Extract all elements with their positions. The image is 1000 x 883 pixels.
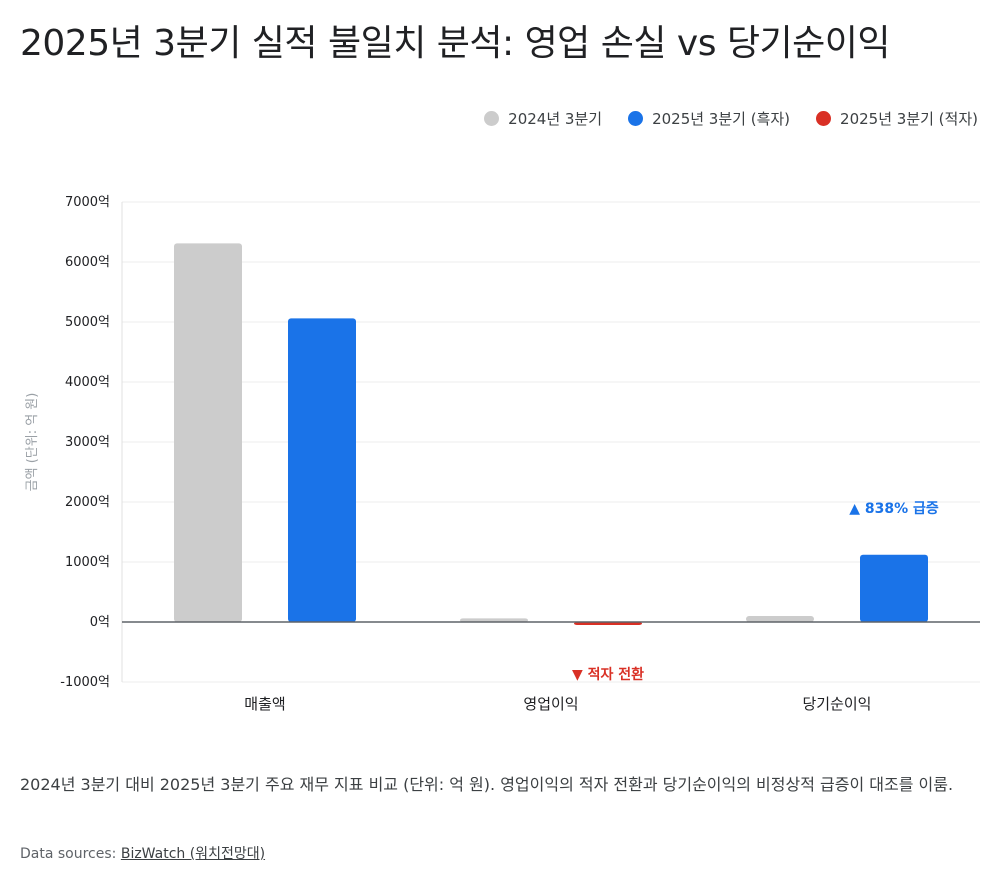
bar-2024-2 — [746, 616, 814, 622]
y-tick-label: 3000억 — [65, 435, 110, 450]
y-tick-label: 1000억 — [65, 555, 110, 570]
sources-prefix: Data sources: — [20, 846, 121, 862]
legend-item-2024: 2024년 3분기 — [484, 108, 602, 129]
legend-swatch-2025-profit — [628, 111, 644, 126]
legend-swatch-2024 — [484, 111, 500, 126]
legend-label-2025-profit: 2025년 3분기 (흑자) — [652, 110, 791, 128]
legend-swatch-2025-loss — [816, 111, 832, 126]
y-tick-label: 7000억 — [65, 195, 110, 210]
bar-2024-1 — [460, 618, 528, 622]
chart-legend: 2024년 3분기 2025년 3분기 (흑자) 2025년 3분기 (적자) — [484, 108, 978, 129]
data-sources: Data sources: BizWatch (워치전망대) — [20, 843, 265, 863]
bar-2025-2 — [860, 554, 928, 622]
bar-2025-0 — [288, 318, 356, 622]
legend-label-2025-loss: 2025년 3분기 (적자) — [840, 110, 978, 128]
bar-2024-0 — [174, 243, 242, 622]
legend-item-2025-profit: 2025년 3분기 (흑자) — [628, 108, 790, 129]
y-tick-label: 6000억 — [65, 255, 110, 270]
y-axis-label: 금액 (단위: 억 원) — [25, 393, 40, 492]
chart-title: 2025년 3분기 실적 불일치 분석: 영업 손실 vs 당기순이익 — [20, 23, 891, 64]
y-tick-label: -1000억 — [60, 675, 110, 690]
y-tick-label: 5000억 — [65, 315, 110, 330]
legend-label-2024: 2024년 3분기 — [508, 110, 603, 128]
y-tick-label: 2000억 — [65, 495, 110, 510]
y-tick-label: 0억 — [90, 615, 110, 630]
bar-chart: -1000억 0억 1000억 2000억 3000억 4000억 5000억 6000억 70… — [25, 195, 980, 713]
x-category-label: 당기순이익 — [802, 695, 871, 713]
annotation-label: ▲ 838% 급증 — [849, 501, 939, 517]
x-category-label: 매출액 — [244, 695, 285, 713]
chart-caption: 2024년 3분기 대비 2025년 3분기 주요 재무 지표 비교 (단위: … — [20, 775, 954, 794]
annotation-label: ▼ 적자 전환 — [572, 666, 644, 683]
x-category-label: 영업이익 — [523, 695, 578, 713]
source-link[interactable]: BizWatch (워치전망대) — [120, 846, 266, 862]
y-tick-label: 4000억 — [65, 375, 110, 390]
legend-item-2025-loss: 2025년 3분기 (적자) — [816, 108, 978, 129]
